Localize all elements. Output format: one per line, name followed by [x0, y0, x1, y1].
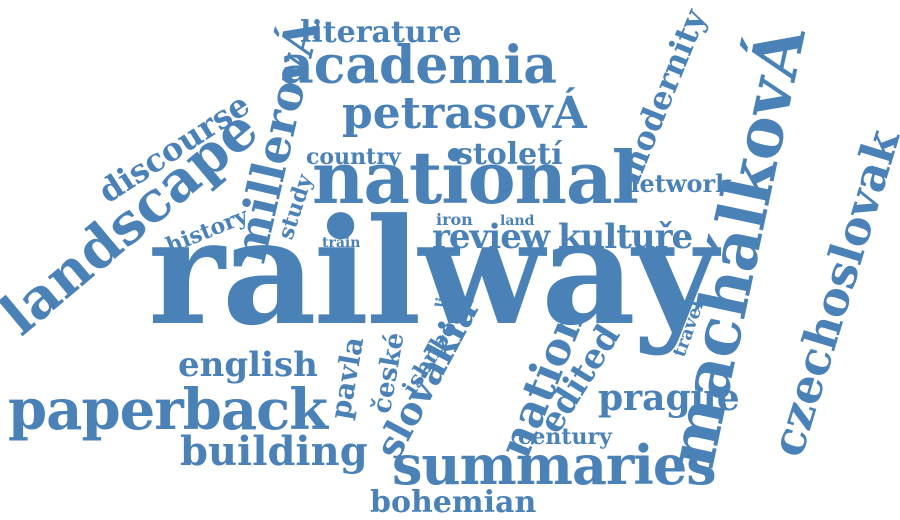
word-inter: inter: [385, 249, 403, 289]
word-land: land: [500, 213, 535, 229]
word-paperback: paperback: [8, 377, 328, 443]
word-railway: railway: [148, 187, 718, 358]
word-bohemian: bohemian: [370, 485, 537, 520]
word-line: line: [432, 277, 453, 309]
word-century: century: [518, 424, 612, 450]
word-summaries: summaries: [392, 433, 717, 497]
word-stoleti: století: [456, 137, 563, 172]
word-building: building: [180, 428, 368, 475]
word-national: national: [312, 135, 639, 220]
word-review: review: [432, 217, 550, 257]
word-kulture: kultuře: [558, 217, 693, 257]
word-literature: literature: [300, 15, 462, 50]
word-country: country: [306, 144, 401, 170]
word-network: network: [622, 169, 732, 198]
word-modernity: modernity: [609, 3, 714, 189]
word-academia: academia: [280, 35, 557, 96]
word-iron: iron: [436, 210, 473, 229]
word-prague: prague: [598, 377, 740, 419]
word-english: english: [178, 345, 318, 385]
word-train: train: [322, 235, 361, 251]
word-petrasova: petrasovÁ: [342, 88, 587, 139]
